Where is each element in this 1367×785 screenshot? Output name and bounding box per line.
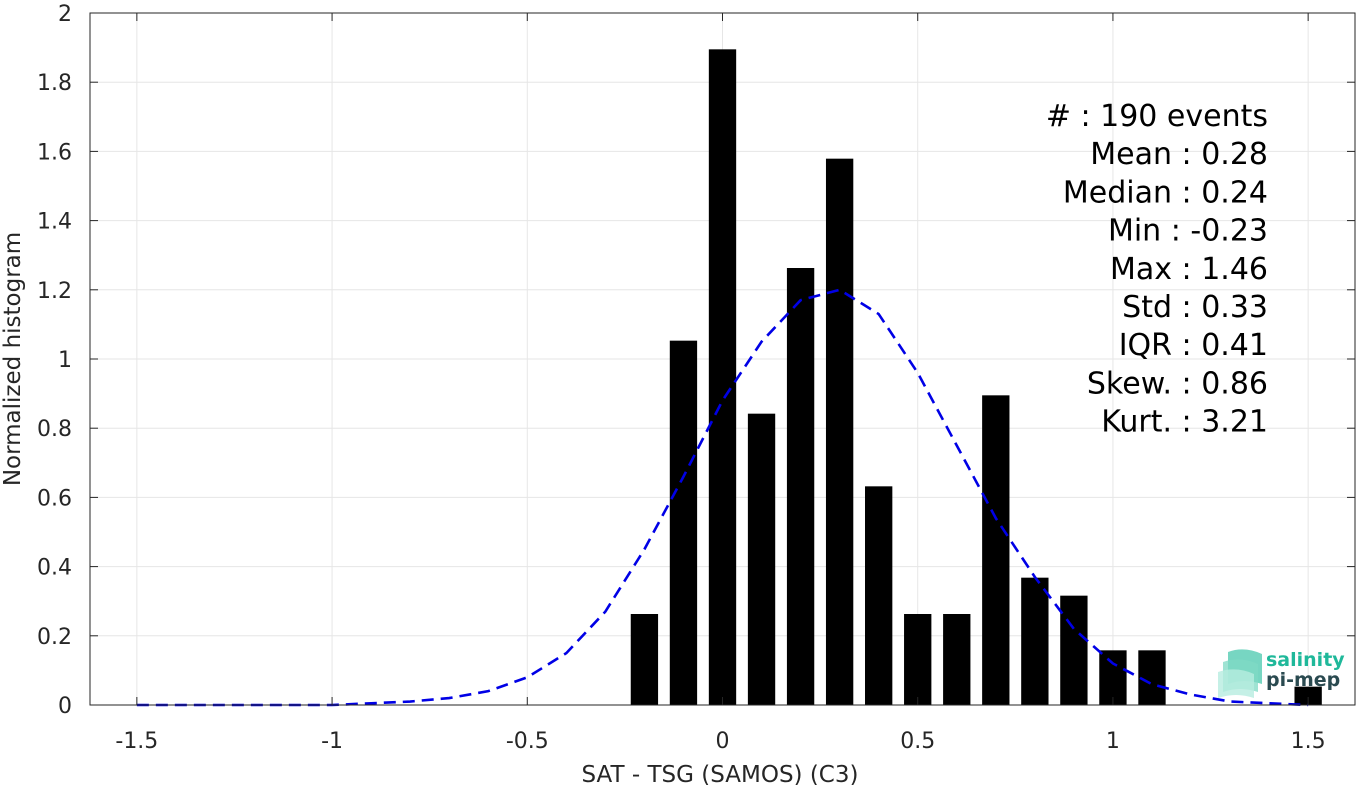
x-axis-title: SAT - TSG (SAMOS) (C3) — [582, 762, 859, 785]
histogram-bar-13 — [1138, 650, 1166, 705]
histogram-bar-0 — [630, 614, 659, 705]
y-tick-label-10: 2 — [58, 2, 72, 27]
histogram-bar-6 — [865, 486, 893, 705]
axes — [89, 12, 1356, 706]
x-tick-label-6: 1.5 — [1291, 729, 1326, 754]
stat-line-0: # : 190 events — [1046, 99, 1268, 134]
x-tick-label-3: 0 — [716, 729, 730, 754]
y-tick-label-0: 0 — [58, 694, 72, 719]
y-tick-label-7: 1.4 — [37, 210, 72, 235]
y-tick-label-1: 0.2 — [37, 625, 72, 650]
histogram-bar-12 — [1099, 650, 1127, 705]
stat-line-3: Min : -0.23 — [1108, 214, 1268, 249]
salinity-pi-mep-logo: salinity pi-mep — [1218, 649, 1345, 698]
logo-line1: salinity — [1266, 649, 1345, 671]
stat-line-4: Max : 1.46 — [1110, 252, 1268, 287]
wave-logo-icon — [1218, 649, 1262, 698]
logo-line2: pi-mep — [1266, 669, 1340, 691]
y-axis-title: Normalized histogram — [0, 232, 26, 486]
histogram-bar-4 — [786, 268, 815, 705]
y-tick-label-2: 0.4 — [37, 556, 72, 581]
y-tick-label-9: 1.8 — [37, 71, 72, 96]
stat-line-6: IQR : 0.41 — [1119, 328, 1268, 363]
y-tick-label-6: 1.2 — [37, 279, 72, 304]
stat-line-2: Median : 0.24 — [1063, 175, 1268, 210]
y-tick-label-4: 0.8 — [37, 417, 72, 442]
x-tick-label-4: 0.5 — [900, 729, 935, 754]
histogram-bar-10 — [1021, 577, 1049, 705]
stat-line-5: Std : 0.33 — [1122, 290, 1268, 325]
histogram-bar-11 — [1060, 595, 1088, 705]
tick-labels: -1.5 -1 -0.5 0 0.5 1 1.5 0 0.2 0.4 0.6 0.8 1 1.2 1.4 1.… — [37, 2, 1326, 754]
x-tick-label-0: -1.5 — [115, 729, 158, 754]
stat-line-7: Skew. : 0.86 — [1087, 366, 1268, 401]
histogram-bar-14 — [1294, 686, 1322, 705]
x-tick-label-5: 1 — [1106, 729, 1120, 754]
x-tick-label-1: -1 — [321, 729, 343, 754]
x-tick-label-2: -0.5 — [506, 729, 549, 754]
histogram-bar-2 — [708, 49, 737, 705]
histogram-bar-3 — [747, 413, 776, 705]
histogram-bar-9 — [982, 395, 1010, 705]
histogram-bar-7 — [904, 614, 932, 705]
stat-line-1: Mean : 0.28 — [1090, 137, 1268, 172]
histogram-bar-1 — [669, 340, 698, 705]
y-tick-label-8: 1.6 — [37, 140, 72, 165]
histogram-bars — [630, 49, 1322, 705]
histogram-bar-8 — [943, 614, 971, 705]
histogram-bar-5 — [825, 158, 854, 705]
y-tick-label-5: 1 — [58, 348, 72, 373]
y-tick-label-3: 0.6 — [37, 486, 72, 511]
stat-line-8: Kurt. : 3.21 — [1101, 405, 1268, 440]
